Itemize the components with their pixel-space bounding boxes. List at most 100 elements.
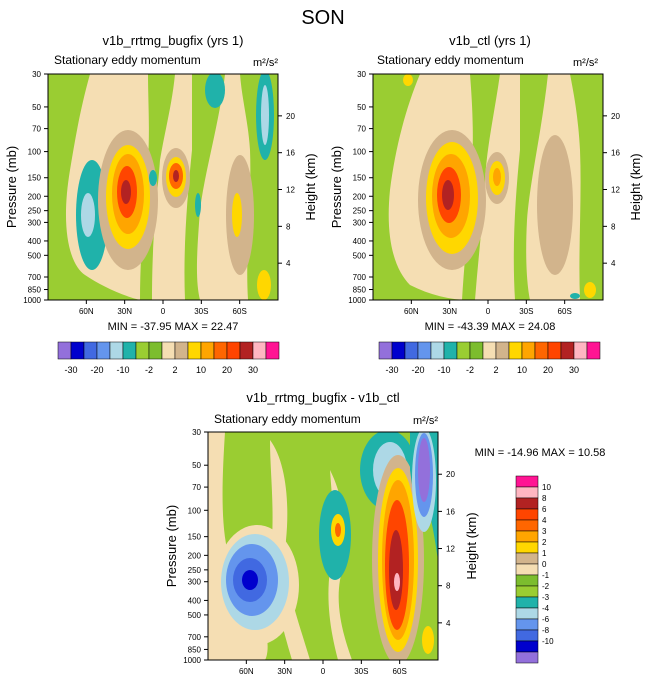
field-darkred-max xyxy=(389,530,403,610)
panel-subtitle: Stationary eddy momentum xyxy=(214,412,361,426)
field-orange-jet xyxy=(493,168,501,186)
colorbar-swatch xyxy=(515,607,539,620)
x-tick-label: 0 xyxy=(161,307,166,316)
contour-field xyxy=(373,74,603,300)
colorbar-panel-2: -30 -20 -10 -2 2 10 20 30 xyxy=(378,341,601,375)
colorbar-swatch xyxy=(547,341,562,360)
colorbar-label: 4 xyxy=(542,516,547,525)
colorbar-swatch xyxy=(187,341,202,360)
colorbar-label: -4 xyxy=(542,604,550,613)
colorbar-label: -20 xyxy=(90,365,103,375)
colorbar-label: 2 xyxy=(493,365,498,375)
colorbar-swatch xyxy=(560,341,575,360)
height-tick-label: 8 xyxy=(446,582,451,591)
y-tick-label: 300 xyxy=(188,578,202,587)
field-purple-sp xyxy=(418,438,430,502)
colorbar-swatch xyxy=(417,341,432,360)
x-tick-label: 0 xyxy=(486,307,491,316)
field-teal-small-2 xyxy=(195,193,201,217)
colorbar-swatch xyxy=(515,629,539,642)
height-tick-label: 8 xyxy=(286,222,291,231)
colorbar-label: -6 xyxy=(542,615,550,624)
x-tick-label: 30N xyxy=(442,307,457,316)
y-tick-label: 250 xyxy=(188,566,202,575)
axes-panel-2: 3050701001502002503004005007008501000481… xyxy=(348,70,620,316)
y-tick-label: 150 xyxy=(188,533,202,542)
colorbar-swatch xyxy=(96,341,111,360)
colorbar-swatch xyxy=(515,519,539,532)
colorbar-label: 30 xyxy=(248,365,258,375)
x-tick-label: 60N xyxy=(239,667,254,676)
x-tick-label: 30N xyxy=(117,307,132,316)
colorbar-label: 10 xyxy=(542,483,551,492)
y-tick-label: 850 xyxy=(353,286,367,295)
panel-difference: v1b_rrtmg_bugfix - v1b_ctl Stationary ed… xyxy=(164,390,605,676)
y-tick-label: 150 xyxy=(353,174,367,183)
field-yellow-top xyxy=(403,74,413,86)
colorbar-swatch xyxy=(586,341,601,360)
height-tick-label: 4 xyxy=(611,259,616,268)
colorbar-swatch xyxy=(515,508,539,521)
colorbar-swatch xyxy=(573,341,588,360)
y-tick-label: 850 xyxy=(188,645,202,654)
x-tick-label: 60N xyxy=(404,307,419,316)
colorbar-swatch xyxy=(83,341,98,360)
y-tick-label: 50 xyxy=(357,103,366,112)
height-tick-label: 16 xyxy=(286,149,295,158)
colorbar-swatch xyxy=(515,574,539,587)
height-tick-label: 4 xyxy=(446,619,451,628)
x-tick-label: 30S xyxy=(194,307,208,316)
colorbar-swatch xyxy=(226,341,241,360)
colorbar-label: 10 xyxy=(517,365,527,375)
y-tick-label: 850 xyxy=(28,286,42,295)
field-yellow-east xyxy=(232,193,242,237)
colorbar-swatch xyxy=(515,475,539,488)
colorbar-swatch xyxy=(515,640,539,653)
height-tick-label: 12 xyxy=(286,186,295,195)
panel-title: v1b_ctl (yrs 1) xyxy=(449,33,531,48)
panel-title: v1b_rrtmg_bugfix - v1b_ctl xyxy=(246,390,399,405)
colorbar-label: 1 xyxy=(542,549,547,558)
y-tick-label: 250 xyxy=(353,207,367,216)
field-darkred-max xyxy=(121,180,131,204)
colorbar-swatch xyxy=(515,486,539,499)
colorbar-swatch xyxy=(495,341,510,360)
colorbar-label: -20 xyxy=(411,365,424,375)
field-green-east xyxy=(184,74,225,300)
colorbar-swatch xyxy=(109,341,124,360)
colorbar-swatch xyxy=(515,563,539,576)
colorbar-panel-1: -30 -20 -10 -2 2 10 20 30 xyxy=(57,341,280,375)
y-tick-label: 200 xyxy=(28,192,42,201)
colorbar-swatch xyxy=(265,341,280,360)
colorbar-swatch xyxy=(239,341,254,360)
colorbar-label: 20 xyxy=(222,365,232,375)
y-tick-label: 100 xyxy=(28,148,42,157)
colorbar-label: -10 xyxy=(437,365,450,375)
y-tick-label: 250 xyxy=(28,207,42,216)
colorbar-swatch xyxy=(148,341,163,360)
x-tick-label: 30S xyxy=(519,307,533,316)
contour-field xyxy=(208,432,438,660)
field-lightblue-sp xyxy=(261,85,269,145)
colorbar-swatch xyxy=(482,341,497,360)
x-tick-label: 30N xyxy=(277,667,292,676)
y-tick-label: 30 xyxy=(32,70,41,79)
y-tick-label: 300 xyxy=(353,218,367,227)
colorbar-swatch xyxy=(515,585,539,598)
y-tick-label: 200 xyxy=(353,192,367,201)
colorbar-label: 3 xyxy=(542,527,547,536)
field-teal-sfc xyxy=(570,293,580,299)
field-pink-max xyxy=(394,573,400,591)
y-tick-label: 50 xyxy=(192,461,201,470)
y-tick-label: 1000 xyxy=(348,296,366,305)
colorbar-label: -10 xyxy=(116,365,129,375)
y-tick-label: 100 xyxy=(353,148,367,157)
field-teal-upper xyxy=(205,74,225,108)
colorbar-swatch xyxy=(515,530,539,543)
y-tick-label: 30 xyxy=(192,428,201,437)
y-tick-label: 70 xyxy=(32,125,41,134)
colorbar-swatch xyxy=(135,341,150,360)
y-tick-label: 1000 xyxy=(183,656,201,665)
field-green-west xyxy=(373,74,470,300)
colorbar-label: 0 xyxy=(542,560,547,569)
